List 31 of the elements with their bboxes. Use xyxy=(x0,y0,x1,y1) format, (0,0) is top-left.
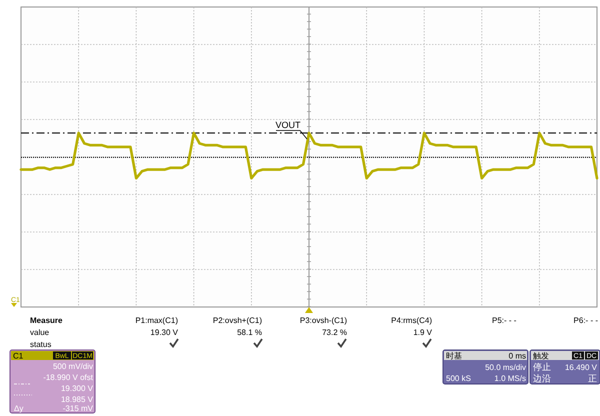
text: 73.2 % xyxy=(322,328,347,337)
text: 停止 xyxy=(533,362,551,372)
text: 时基 xyxy=(446,352,462,360)
text: P5:- - - xyxy=(492,316,517,325)
text: 19.30 V xyxy=(150,328,179,337)
text: -315 mV xyxy=(62,404,94,413)
text: P6:- - - xyxy=(574,316,598,325)
text: P1:max(C1) xyxy=(135,316,178,325)
text: 正 xyxy=(588,374,597,384)
text: C1 xyxy=(13,352,24,360)
text: 500 mV/div xyxy=(52,362,93,371)
text: 18.985 V xyxy=(60,395,94,404)
text: P2:ovsh+(C1) xyxy=(212,316,262,325)
text: 19.300 V xyxy=(60,384,94,393)
text: value xyxy=(30,328,50,337)
text: 1.0 MS/s xyxy=(494,374,526,383)
text: 触发 xyxy=(533,352,549,360)
text: status xyxy=(30,340,52,349)
text: 1.9 V xyxy=(413,328,433,337)
text: Δy xyxy=(14,404,24,413)
text: 0 ms xyxy=(508,352,526,360)
text: 16.490 V xyxy=(564,363,598,372)
text: 58.1 % xyxy=(237,328,262,337)
text: 50.0 ms/div xyxy=(485,363,526,372)
text: P3:ovsh-(C1) xyxy=(300,316,348,325)
text: Measure xyxy=(30,316,64,325)
text: -18.990 V ofst xyxy=(43,373,94,382)
text: 边沿 xyxy=(533,374,551,384)
text: 500 kS xyxy=(446,374,471,383)
text: P4:rms(C4) xyxy=(391,316,432,325)
series-label: VOUT xyxy=(275,120,301,130)
